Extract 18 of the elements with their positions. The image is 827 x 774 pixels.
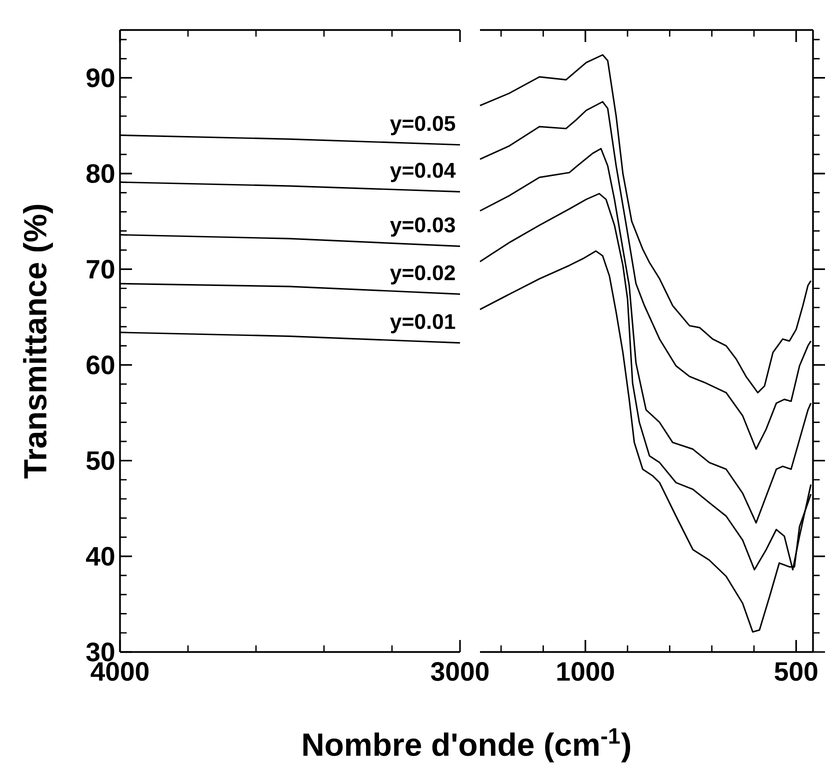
series-label: y=0.05 — [390, 116, 456, 136]
x-tick-label: 4000 — [90, 662, 149, 681]
x-axis-title: Nombre d'onde (cm$^{-1}$) — [303, 728, 630, 762]
y-tick-label: 70 — [86, 260, 114, 279]
y-tick-label: 30 — [86, 642, 114, 662]
y-tick-label: 40 — [86, 546, 114, 566]
y-axis-title: Transmittance (%) — [23, 204, 53, 478]
x-tick-label: 1000 — [557, 662, 614, 681]
y-tick-label: 90 — [86, 68, 114, 88]
y-tick-label: 50 — [86, 451, 114, 470]
series-label: y=0.01 — [390, 314, 456, 334]
y-tick-label: 60 — [86, 355, 114, 374]
series-label: y=0.03 — [390, 217, 455, 237]
series-label: y=0.02 — [390, 265, 455, 285]
y-tick-label: 80 — [86, 164, 114, 183]
series-label: y=0.04 — [390, 162, 456, 182]
x-tick-label: 500 — [774, 662, 818, 681]
x-tick-label: 3000 — [430, 662, 489, 681]
